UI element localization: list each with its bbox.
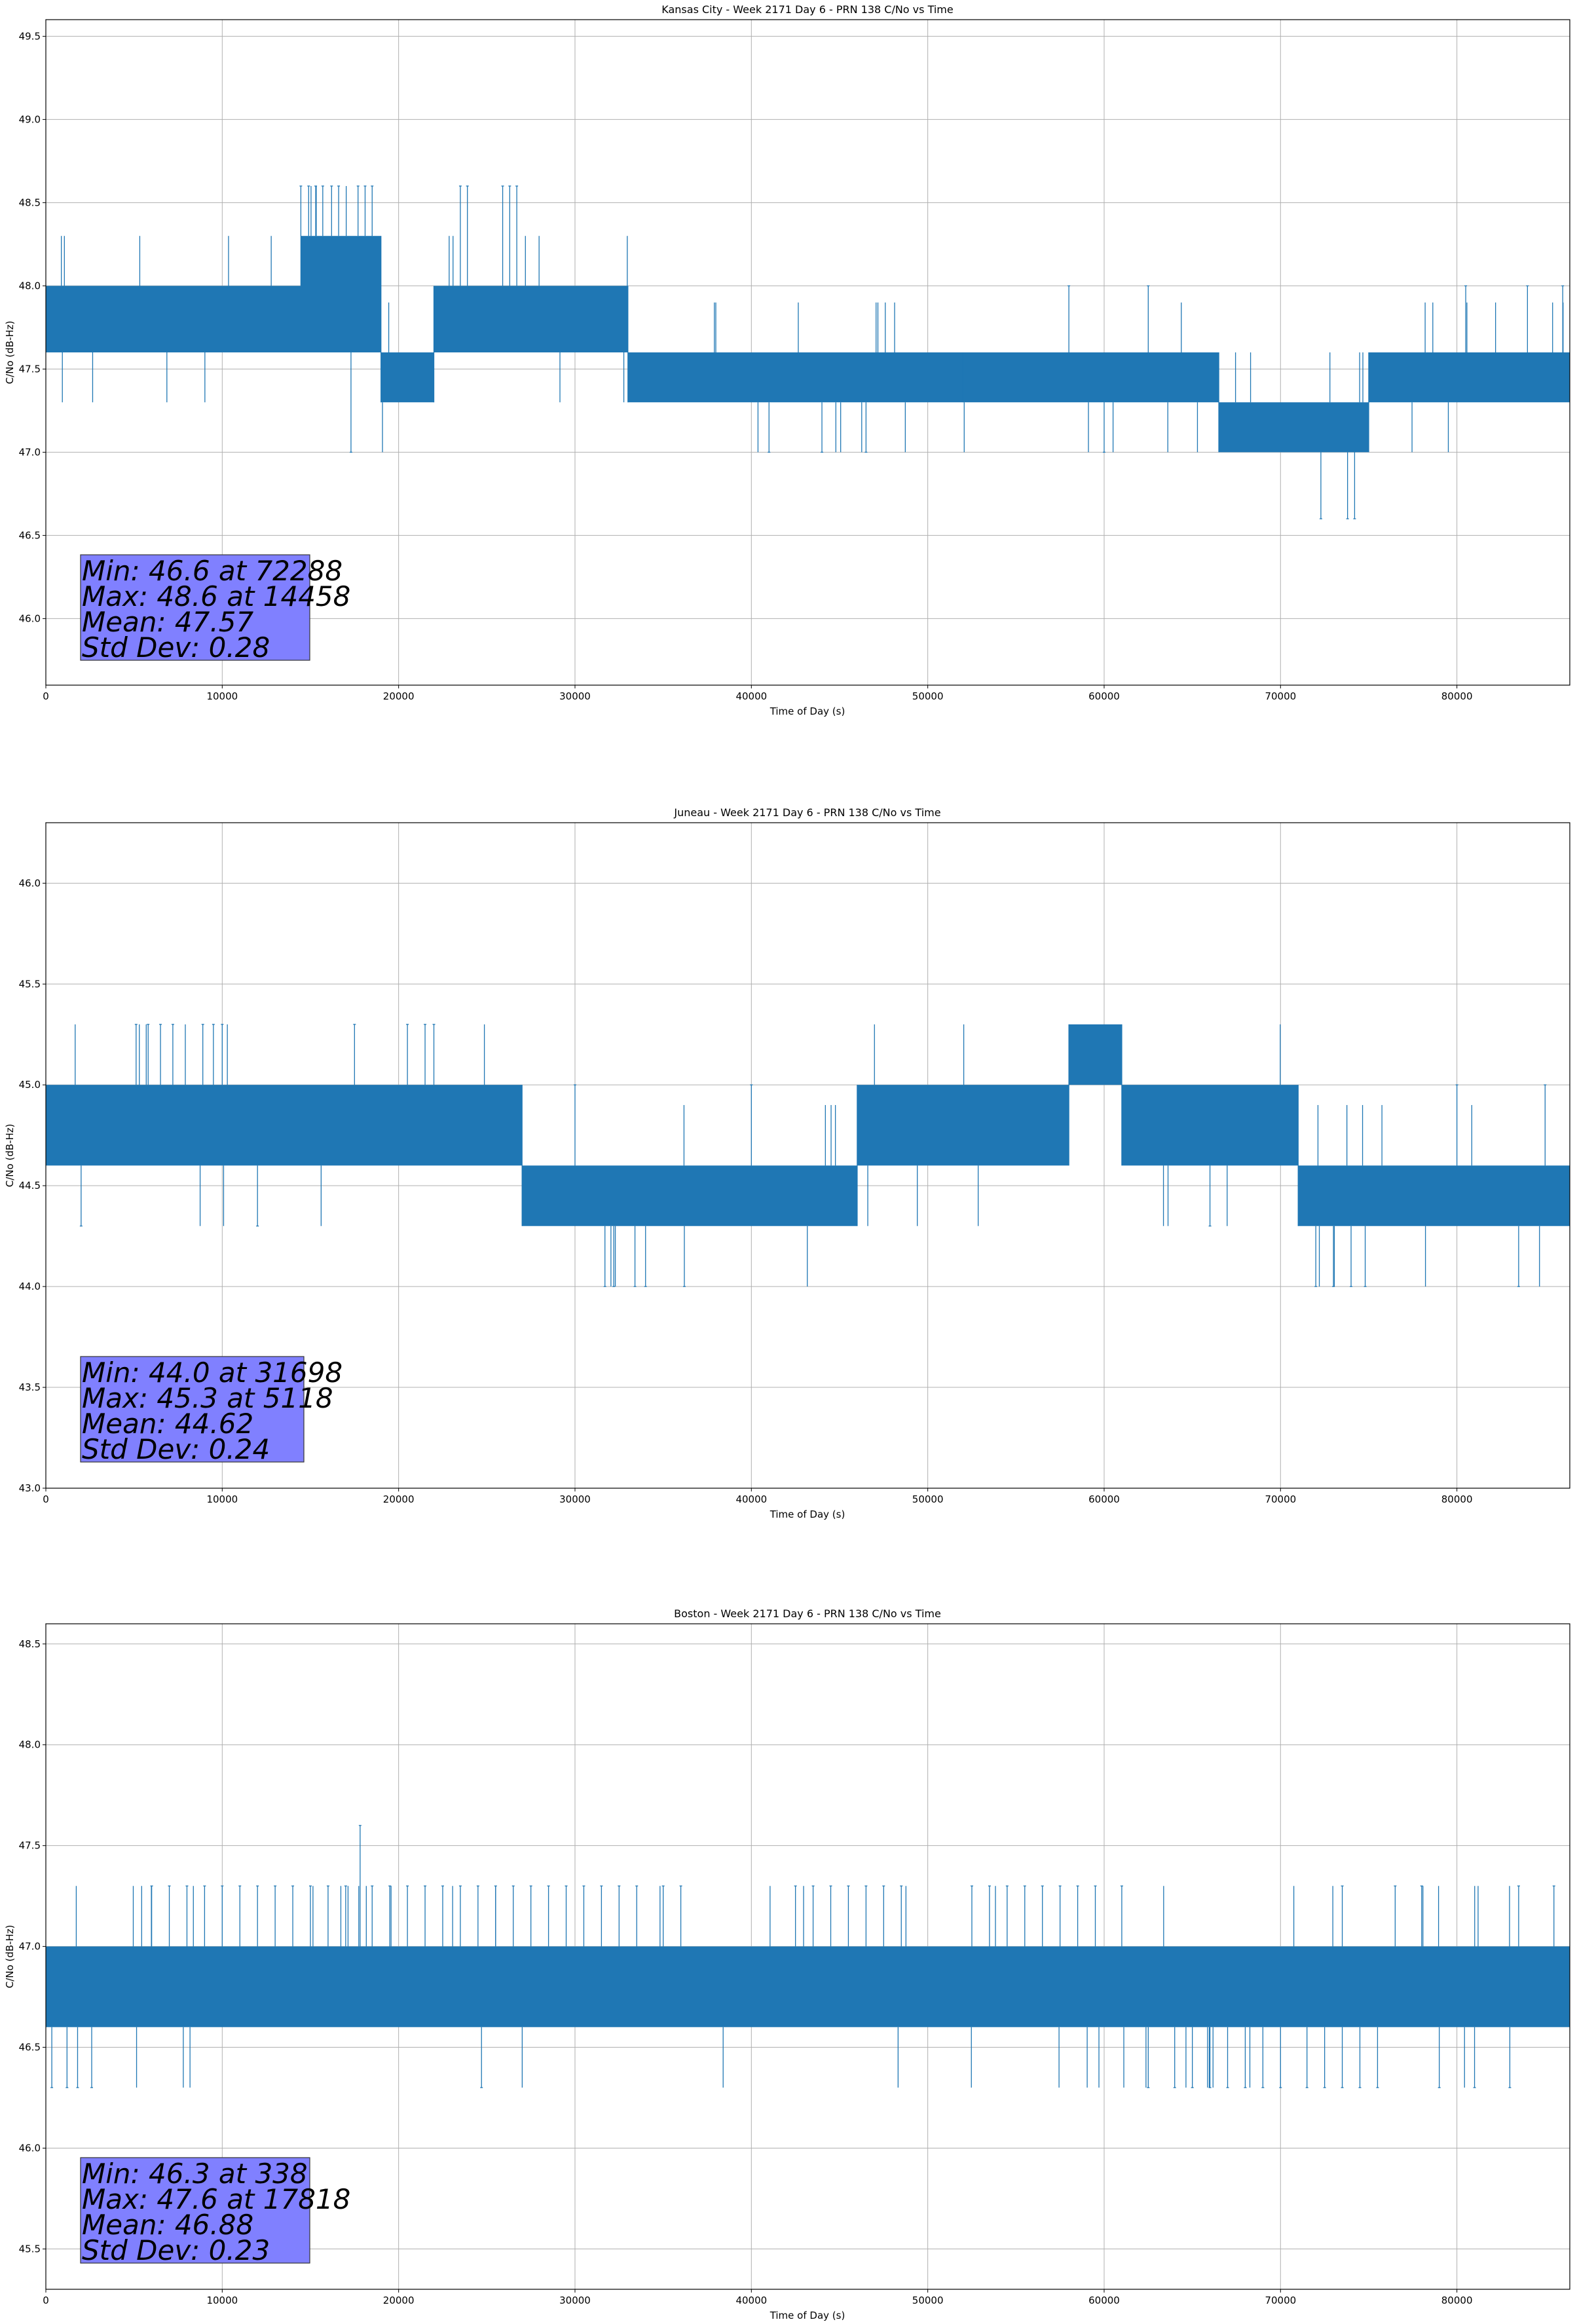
y-tick-label: 45.0 [19, 1079, 41, 1091]
stats-box-background [80, 554, 310, 661]
y-tick-label: 48.5 [19, 1638, 41, 1650]
signal-band [380, 352, 434, 403]
signal-band [522, 1165, 857, 1226]
y-axis-label: C/No (dB-Hz) [4, 1925, 16, 1989]
x-tick-label: 0 [43, 1493, 49, 1505]
x-tick-label: 30000 [559, 690, 591, 702]
y-tick-label: 46.0 [19, 877, 41, 889]
y-tick-label: 47.5 [19, 363, 41, 375]
stats-max: Max: 47.6 at 17818 [82, 2183, 350, 2215]
stats-min: Min: 46.3 at 338 [82, 2158, 308, 2190]
y-tick-label: 49.0 [19, 113, 41, 125]
stats-std-dev: Std Dev: 0.28 [82, 631, 270, 664]
chart-panel-juneau: Juneau - Week 2171 Day 6 - PRN 138 C/No … [4, 806, 1570, 1520]
y-tick-label: 46.0 [19, 2142, 41, 2154]
stats-box-background [80, 1356, 305, 1463]
x-tick-label: 80000 [1441, 690, 1473, 702]
chart-panel-kansas-city: Kansas City - Week 2171 Day 6 - PRN 138 … [4, 3, 1570, 717]
x-tick-label: 50000 [912, 1493, 944, 1505]
plot-frame [45, 19, 1570, 686]
y-tick-label: 46.0 [19, 612, 41, 624]
x-axis-label: Time of Day (s) [770, 2310, 845, 2321]
y-tick-label: 43.0 [19, 1482, 41, 1494]
y-axis-label: C/No (dB-Hz) [4, 1124, 16, 1188]
x-tick-label: 20000 [383, 1493, 415, 1505]
chart-panel-boston: Boston - Week 2171 Day 6 - PRN 138 C/No … [4, 1607, 1570, 2321]
stats-std-dev: Std Dev: 0.24 [82, 1433, 270, 1465]
chart-title: Kansas City - Week 2171 Day 6 - PRN 138 … [661, 3, 953, 16]
y-tick-label: 44.0 [19, 1281, 41, 1292]
x-tick-label: 40000 [735, 2295, 767, 2306]
stats-max: Max: 45.3 at 5118 [82, 1382, 333, 1414]
signal-band [963, 352, 1219, 403]
y-tick-label: 49.5 [19, 30, 41, 42]
x-tick-label: 80000 [1441, 2295, 1473, 2306]
signal-band [627, 352, 963, 403]
x-tick-label: 10000 [206, 2295, 238, 2306]
x-tick-label: 0 [43, 2295, 49, 2306]
stats-box-background [80, 2157, 310, 2264]
y-tick-label: 48.0 [19, 280, 41, 291]
stats-box: Min: 46.3 at 338 Max: 47.6 at 17818 Mean… [80, 2157, 350, 2266]
y-tick-label: 47.5 [19, 1840, 41, 1852]
x-tick-label: 70000 [1265, 2295, 1296, 2306]
x-tick-label: 60000 [1088, 690, 1120, 702]
y-tick-label: 45.5 [19, 2243, 41, 2255]
y-tick-label: 47.0 [19, 446, 41, 458]
x-axis-label: Time of Day (s) [770, 1509, 845, 1520]
x-tick-label: 30000 [559, 1493, 591, 1505]
y-tick-label: 44.5 [19, 1180, 41, 1191]
stats-std-dev: Std Dev: 0.23 [82, 2234, 270, 2266]
signal-band [46, 286, 302, 352]
y-tick-label: 45.5 [19, 978, 41, 990]
signal-band [857, 1085, 1069, 1166]
x-tick-label: 60000 [1088, 2295, 1120, 2306]
stats-box: Min: 44.0 at 31698 Max: 45.3 at 5118 Mea… [80, 1356, 343, 1465]
x-tick-label: 40000 [735, 690, 767, 702]
x-tick-label: 50000 [912, 2295, 944, 2306]
y-axis-label: C/No (dB-Hz) [4, 321, 16, 384]
chart-title: Juneau - Week 2171 Day 6 - PRN 138 C/No … [673, 806, 940, 819]
y-tick-label: 43.5 [19, 1381, 41, 1393]
y-tick-label: 46.5 [19, 529, 41, 541]
stats-mean: Mean: 47.57 [82, 606, 253, 638]
chart-title: Boston - Week 2171 Day 6 - PRN 138 C/No … [674, 1607, 941, 1620]
stats-min: Min: 44.0 at 31698 [82, 1357, 343, 1389]
stats-min: Min: 46.6 at 72288 [82, 555, 343, 587]
y-tick-label: 48.0 [19, 1739, 41, 1751]
signal-band [1219, 402, 1369, 453]
signal-band [1298, 1165, 1570, 1226]
x-tick-label: 40000 [735, 1493, 767, 1505]
x-tick-label: 30000 [559, 2295, 591, 2306]
x-tick-label: 20000 [383, 690, 415, 702]
x-tick-label: 50000 [912, 690, 944, 702]
signal-band [301, 236, 381, 352]
x-tick-label: 0 [43, 690, 49, 702]
signal-band [46, 1946, 1570, 2027]
x-tick-label: 70000 [1265, 690, 1296, 702]
x-tick-label: 10000 [206, 690, 238, 702]
x-tick-label: 70000 [1265, 1493, 1296, 1505]
x-tick-label: 10000 [206, 1493, 238, 1505]
y-tick-label: 47.0 [19, 1941, 41, 1953]
x-tick-label: 20000 [383, 2295, 415, 2306]
signal-band [46, 1085, 523, 1166]
plot-frame [45, 822, 1570, 1489]
plot-frame [45, 1623, 1570, 2290]
signal-band [1121, 1085, 1299, 1166]
y-tick-label: 48.5 [19, 197, 41, 208]
stats-box: Min: 46.6 at 72288 Max: 48.6 at 14458 Me… [80, 554, 350, 664]
x-tick-label: 60000 [1088, 1493, 1120, 1505]
stats-mean: Mean: 46.88 [82, 2209, 253, 2241]
x-axis-label: Time of Day (s) [770, 705, 845, 717]
y-tick-label: 46.5 [19, 2042, 41, 2053]
stats-max: Max: 48.6 at 14458 [82, 580, 350, 612]
signal-band [1069, 1024, 1122, 1085]
signal-band [434, 286, 628, 352]
signal-band [1368, 352, 1570, 403]
stats-mean: Mean: 44.62 [82, 1408, 253, 1440]
x-tick-label: 80000 [1441, 1493, 1473, 1505]
